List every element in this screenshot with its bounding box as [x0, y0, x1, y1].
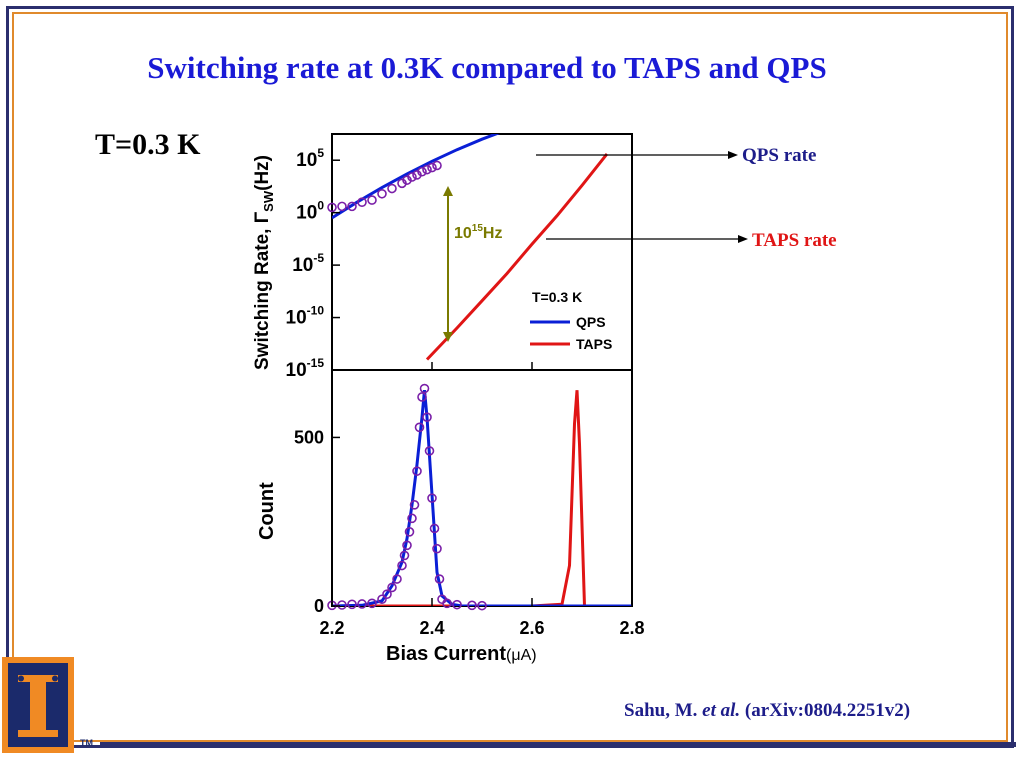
bottom-data-point	[397, 560, 407, 571]
top-data-point	[347, 201, 357, 212]
bottom-data-point	[432, 543, 442, 554]
top-ylabel-sub: SW	[261, 190, 276, 212]
x-tick-label: 2.6	[519, 618, 544, 638]
university-logo	[2, 657, 74, 753]
top-data-point	[337, 201, 347, 212]
citation-ref: (arXiv:0804.2251v2)	[740, 700, 911, 721]
bottom-taps-line	[332, 390, 632, 606]
bottom-data-point	[357, 599, 367, 609]
x-axis-label-main: Bias Current	[386, 643, 506, 665]
top-y-tick-label: 105	[296, 146, 324, 171]
bottom-data-point	[387, 582, 397, 593]
svg-text:Switching Rate, ΓSW(Hz): Switching Rate, ΓSW(Hz)	[252, 155, 276, 370]
gap-label-base: 10	[454, 225, 472, 242]
bottom-y-tick-label: 500	[294, 427, 324, 447]
top-taps-line	[425, 152, 609, 361]
bottom-bar	[100, 742, 1016, 747]
bottom-y-tick-label: 0	[314, 596, 324, 616]
logo-inner-panel	[8, 663, 68, 747]
top-panel-frame	[331, 133, 633, 371]
bottom-data-point	[434, 574, 445, 584]
legend-title: T=0.3 K	[532, 289, 582, 305]
column-icon	[18, 675, 58, 737]
bottom-data-point	[427, 493, 437, 503]
bottom-qps-line	[332, 390, 632, 606]
top-data-point	[377, 188, 387, 199]
bottom-data-point	[412, 466, 422, 476]
gap-label-exp: 15	[472, 223, 484, 234]
gap-label: 1015Hz	[454, 223, 502, 242]
bottom-data-point	[419, 383, 430, 394]
bottom-data-point	[382, 589, 392, 600]
bottom-data-point	[422, 412, 432, 423]
citation: Sahu, M. et al. (arXiv:0804.2251v2)	[624, 700, 910, 722]
bottom-data-point	[429, 523, 440, 534]
bottom-data-point	[477, 600, 487, 611]
x-axis-label: Bias Current(μA)	[386, 643, 537, 665]
qps-rate-arrowhead	[728, 151, 738, 159]
bottom-data-point	[467, 600, 477, 611]
bottom-ylabel: Count	[256, 482, 278, 540]
top-data-point	[407, 172, 417, 182]
bottom-data-point	[377, 594, 387, 605]
bottom-data-point	[337, 600, 347, 610]
bottom-data-point	[442, 598, 452, 609]
bottom-data-point	[417, 392, 427, 402]
top-data-point	[427, 162, 437, 173]
bottom-data-point	[404, 527, 415, 537]
top-data-point	[422, 164, 432, 175]
top-data-point	[432, 160, 442, 171]
top-y-tick-label: 10-10	[286, 304, 325, 329]
x-tick-label: 2.8	[619, 618, 644, 638]
bottom-data-point	[402, 540, 412, 551]
bottom-data-point	[367, 598, 377, 609]
top-y-tick-label: 10-5	[292, 251, 324, 276]
top-ylabel: Switching Rate, ΓSW(Hz)	[252, 155, 276, 370]
gap-arrowhead-top	[443, 186, 453, 196]
gap-label-unit: Hz	[483, 225, 503, 242]
top-ylabel-unit: (Hz)	[252, 155, 273, 191]
gap-arrowhead-bottom	[443, 332, 453, 342]
trademark-mark: TM	[80, 738, 93, 748]
top-qps-line	[332, 134, 501, 220]
bottom-data-point	[452, 599, 462, 610]
taps-rate-arrowhead	[738, 235, 748, 243]
x-tick-label: 2.4	[419, 618, 444, 638]
legend: T=0.3 K QPS TAPS	[530, 289, 612, 352]
citation-author: Sahu, M.	[624, 700, 703, 721]
x-axis-label-unit: (μA)	[506, 647, 537, 664]
slide-frame-inner	[12, 12, 1008, 742]
top-y-tick-label: 100	[296, 199, 324, 224]
citation-etal: et al.	[702, 700, 741, 721]
bottom-data-point	[399, 550, 410, 561]
bottom-data-point	[409, 500, 420, 510]
top-y-tick-label: 10-15	[286, 356, 325, 381]
legend-qps-label: QPS	[576, 314, 606, 330]
bottom-data-point	[424, 446, 435, 456]
temperature-label: T=0.3 K	[95, 128, 201, 161]
bottom-data-point	[414, 422, 425, 433]
qps-rate-label: QPS rate	[742, 145, 816, 166]
taps-rate-label: TAPS rate	[752, 230, 837, 251]
bottom-data-point	[347, 599, 357, 610]
bottom-data-point	[407, 513, 417, 524]
bottom-panel-frame	[331, 369, 633, 607]
top-ylabel-main: Switching Rate, Γ	[252, 211, 273, 370]
top-data-point	[367, 195, 377, 205]
legend-taps-label: TAPS	[576, 336, 612, 352]
x-tick-label: 2.2	[319, 618, 344, 638]
top-data-point	[327, 202, 337, 213]
slide-title: Switching rate at 0.3K compared to TAPS …	[147, 50, 827, 85]
top-data-point	[417, 166, 427, 177]
top-data-point	[357, 197, 367, 207]
top-data-point	[387, 183, 397, 194]
bottom-data-point	[392, 574, 402, 584]
